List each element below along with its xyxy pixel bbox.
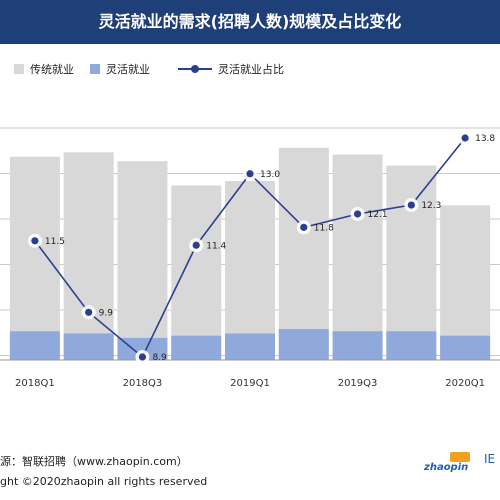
logo-wordmark: zhaopin <box>424 462 469 473</box>
source-note: 源：智联招聘（www.zhaopin.com） <box>0 455 188 468</box>
bar-total <box>278 147 329 360</box>
logo-mark <box>450 452 470 462</box>
share-point <box>353 210 362 218</box>
share-point <box>31 237 39 245</box>
bar-total <box>63 152 114 360</box>
bar-total <box>117 161 168 360</box>
bar-flex <box>440 335 491 360</box>
legend-swatch-total <box>14 64 24 74</box>
bar-total <box>440 205 491 360</box>
x-tick-label: 2019Q3 <box>338 378 378 389</box>
x-tick-label: 2018Q3 <box>123 378 163 389</box>
share-point <box>85 308 93 316</box>
bar-flex <box>332 331 383 360</box>
bar-total <box>9 156 60 360</box>
share-data-label: 12.1 <box>368 210 388 220</box>
bar-total <box>332 154 383 360</box>
iei-logo: IE <box>484 452 496 466</box>
share-data-label: 9.9 <box>99 308 114 318</box>
share-data-label: 13.0 <box>260 170 280 180</box>
share-data-label: 11.4 <box>206 241 226 251</box>
zhaopin-logo: zhaopin <box>424 452 476 478</box>
share-data-label: 12.3 <box>421 201 441 211</box>
legend-label-total: 传统就业 <box>30 63 74 76</box>
share-point <box>407 201 415 209</box>
share-point <box>300 223 308 231</box>
chart-title: 灵活就业的需求(招聘人数)规模及占比变化 <box>98 12 402 31</box>
x-tick-label: 2019Q1 <box>230 378 270 389</box>
legend-item-share: 灵活就业占比 <box>178 62 284 78</box>
bar-flex <box>386 331 437 360</box>
share-data-label: 11.5 <box>45 237 65 247</box>
bar-flex <box>171 335 222 360</box>
bar-flex <box>225 333 275 360</box>
bar-total <box>225 181 275 360</box>
bar-total <box>386 165 437 360</box>
bar-flex <box>63 333 114 360</box>
x-tick-label: 2020Q1 <box>445 378 485 389</box>
bar-flex <box>9 331 60 360</box>
share-data-label: 11.8 <box>314 223 334 233</box>
legend-swatch-share <box>178 64 212 74</box>
legend-item-total: 传统就业 <box>14 62 74 78</box>
bar-flex <box>117 337 168 360</box>
share-point <box>461 134 469 142</box>
legend-label-share: 灵活就业占比 <box>218 63 284 76</box>
legend-swatch-flex <box>90 64 100 74</box>
bar-flex <box>278 329 329 360</box>
share-point <box>246 170 254 178</box>
title-bar <box>0 0 500 44</box>
share-point <box>192 241 200 249</box>
share-point <box>138 353 147 361</box>
bar-total <box>171 185 222 360</box>
x-tick-label: 2018Q1 <box>15 378 55 389</box>
copyright-note: ght ©2020zhaopin all rights reserved <box>0 475 208 488</box>
legend-item-flex: 灵活就业 <box>90 62 150 78</box>
share-data-label: 13.8 <box>475 134 495 144</box>
share-data-label: 8.9 <box>152 353 167 363</box>
legend-label-flex: 灵活就业 <box>106 63 150 76</box>
legend: 传统就业 灵活就业 灵活就业占比 <box>0 58 500 82</box>
